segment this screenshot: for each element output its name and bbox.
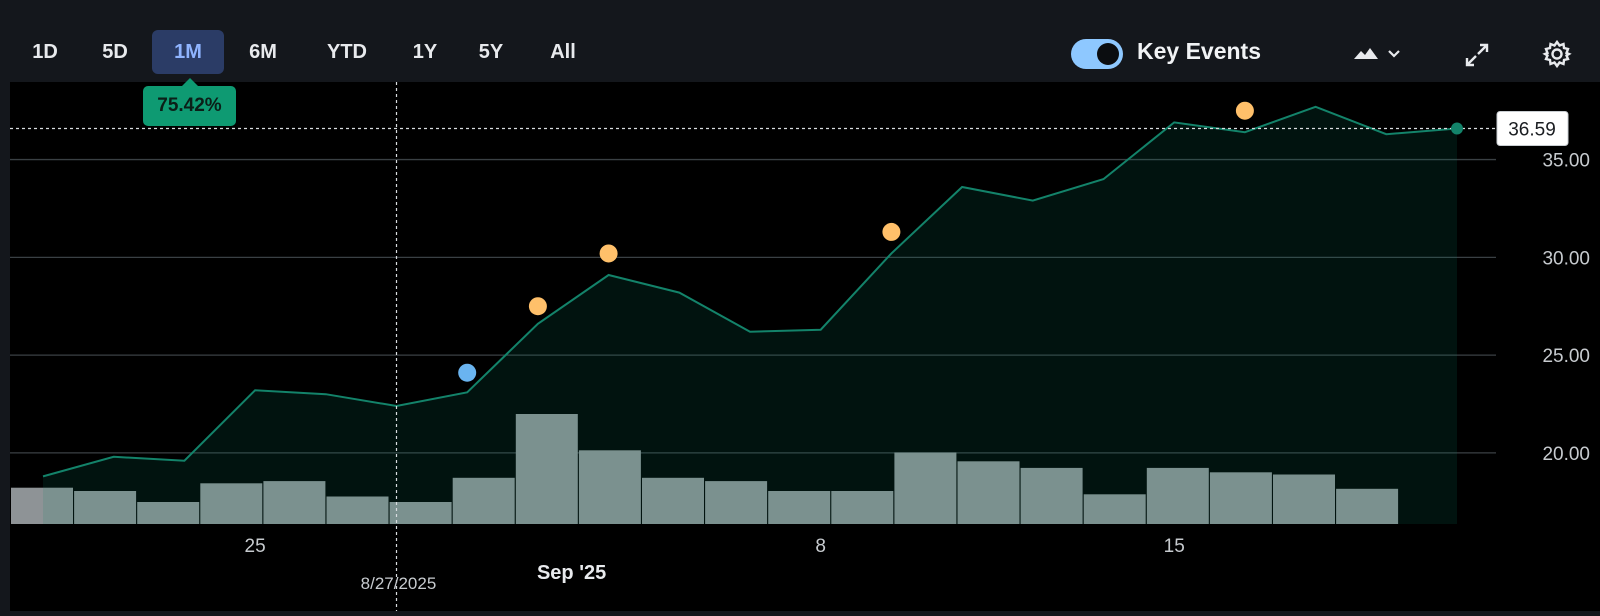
last-price-box — [1496, 110, 1569, 146]
volume-bar — [389, 502, 452, 524]
volume-bar — [200, 483, 263, 524]
volume-bar — [831, 491, 894, 524]
volume-bar — [578, 450, 641, 524]
y-tick-label: 35.00 — [1542, 151, 1590, 172]
range-1y[interactable]: 1Y — [412, 41, 438, 63]
volume-bar — [1209, 472, 1272, 524]
crosshair-date-label: 8/27/2025 — [361, 574, 437, 593]
gear-icon[interactable] — [1541, 38, 1572, 69]
range-5d[interactable]: 5D — [102, 41, 128, 63]
volume-bar — [326, 496, 389, 524]
event-marker-orange — [528, 297, 547, 316]
event-marker-orange — [882, 222, 901, 241]
price-chart[interactable]: 35.00 30.00 25.00 20.00 36.59 8/27/2025 25 8 15 S… — [10, 82, 1600, 611]
range-5y[interactable]: 5Y — [478, 41, 504, 63]
volume-bar — [1273, 474, 1335, 524]
volume-bar — [137, 502, 200, 524]
volume-bar — [263, 481, 326, 524]
key-events-toggle[interactable] — [1071, 39, 1123, 69]
range-6m[interactable]: 6M — [249, 41, 277, 63]
key-events-label: Key Events — [1137, 38, 1262, 64]
range-all[interactable]: All — [550, 41, 576, 63]
change-percent-badge: 75.42% — [143, 78, 236, 126]
x-tick-label: 15 — [1164, 536, 1185, 557]
volume-bar — [74, 491, 137, 524]
chart-toolbar: 1D 5D 1M 6M YTD 1Y 5Y All Key Events — [0, 0, 1600, 82]
volume-bar — [957, 461, 1020, 524]
event-marker-orange — [1235, 101, 1254, 120]
volume-bar — [1083, 494, 1146, 524]
volume-bar — [705, 481, 768, 524]
price-line — [42, 105, 1458, 478]
mountain-chart-icon[interactable] — [1352, 42, 1380, 66]
range-1d[interactable]: 1D — [32, 41, 58, 63]
volume-bar — [894, 452, 957, 524]
last-price-point — [1451, 122, 1463, 135]
x-tick-label: 8 — [815, 536, 826, 557]
event-marker-orange — [599, 244, 618, 263]
volume-bar — [1020, 467, 1083, 524]
volume-bar — [452, 477, 515, 524]
chevron-down-icon[interactable] — [1384, 44, 1404, 64]
volume-bar — [642, 477, 704, 524]
range-1m[interactable]: 1M — [152, 30, 224, 74]
x-tick-label: 25 — [245, 536, 266, 557]
chart-area[interactable]: 35.00 30.00 25.00 20.00 36.59 8/27/2025 25 8 15 S… — [10, 82, 1600, 611]
volume-bar — [768, 491, 831, 524]
month-label: Sep '25 — [537, 562, 606, 584]
volume-bar — [1146, 467, 1209, 524]
expand-icon[interactable] — [1462, 40, 1492, 70]
range-ytd[interactable]: YTD — [327, 41, 367, 63]
event-marker-blue — [458, 363, 477, 382]
y-tick-label: 25.00 — [1542, 346, 1590, 367]
volume-bar — [515, 414, 578, 524]
price-area — [43, 106, 1457, 525]
volume-bar — [1336, 488, 1399, 524]
toggle-knob — [1097, 43, 1119, 65]
last-price-label: 36.59 — [1508, 119, 1556, 140]
y-tick-label: 20.00 — [1542, 444, 1590, 465]
y-tick-label: 30.00 — [1542, 248, 1590, 269]
volume-bar — [11, 487, 73, 524]
